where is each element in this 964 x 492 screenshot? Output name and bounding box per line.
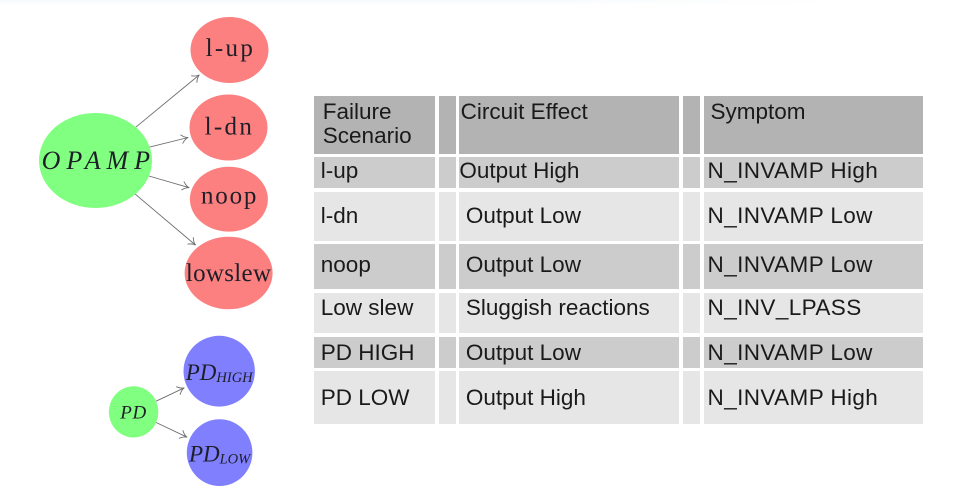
svg-text:l-dn: l-dn: [205, 114, 254, 141]
svg-text:OPAMP: OPAMP: [42, 146, 156, 175]
svg-text:lowslew: lowslew: [186, 260, 271, 287]
svg-text:noop: noop: [201, 182, 258, 209]
svg-text:l-up: l-up: [206, 35, 255, 62]
svg-text:PD: PD: [119, 403, 147, 424]
